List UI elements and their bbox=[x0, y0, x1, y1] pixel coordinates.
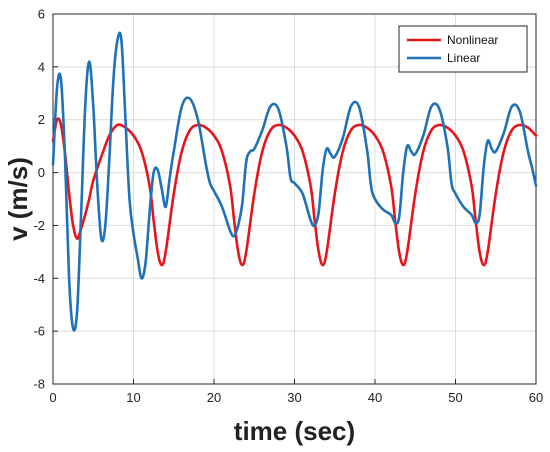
x-tick-label: 50 bbox=[448, 390, 462, 405]
x-tick-label: 20 bbox=[207, 390, 221, 405]
x-tick-label: 0 bbox=[49, 390, 56, 405]
y-tick-label: 0 bbox=[38, 165, 45, 180]
y-tick-label: 4 bbox=[38, 59, 45, 74]
y-tick-label: -8 bbox=[33, 377, 45, 392]
x-tick-label: 30 bbox=[287, 390, 301, 405]
legend-label-linear: Linear bbox=[447, 51, 480, 65]
axis-ticks: 0 10 20 30 40 50 60 -8 -6 -4 -2 0 2 4 6 bbox=[33, 7, 543, 406]
x-tick-label: 60 bbox=[529, 390, 543, 405]
y-axis-label: v (m/s) bbox=[3, 157, 33, 241]
legend-label-nonlinear: Nonlinear bbox=[447, 33, 498, 47]
legend: Nonlinear Linear bbox=[398, 25, 528, 73]
y-tick-label: -6 bbox=[33, 324, 45, 339]
y-tick-label: -4 bbox=[33, 271, 45, 286]
x-axis-label: time (sec) bbox=[234, 416, 355, 446]
series-line-linear bbox=[51, 31, 538, 332]
y-tick-label: 6 bbox=[38, 7, 45, 22]
series-layer bbox=[51, 31, 538, 332]
y-tick-label: -2 bbox=[33, 218, 45, 233]
y-tick-label: 2 bbox=[38, 112, 45, 127]
legend-box bbox=[398, 25, 528, 73]
x-tick-label: 40 bbox=[368, 390, 382, 405]
x-tick-label: 10 bbox=[126, 390, 140, 405]
